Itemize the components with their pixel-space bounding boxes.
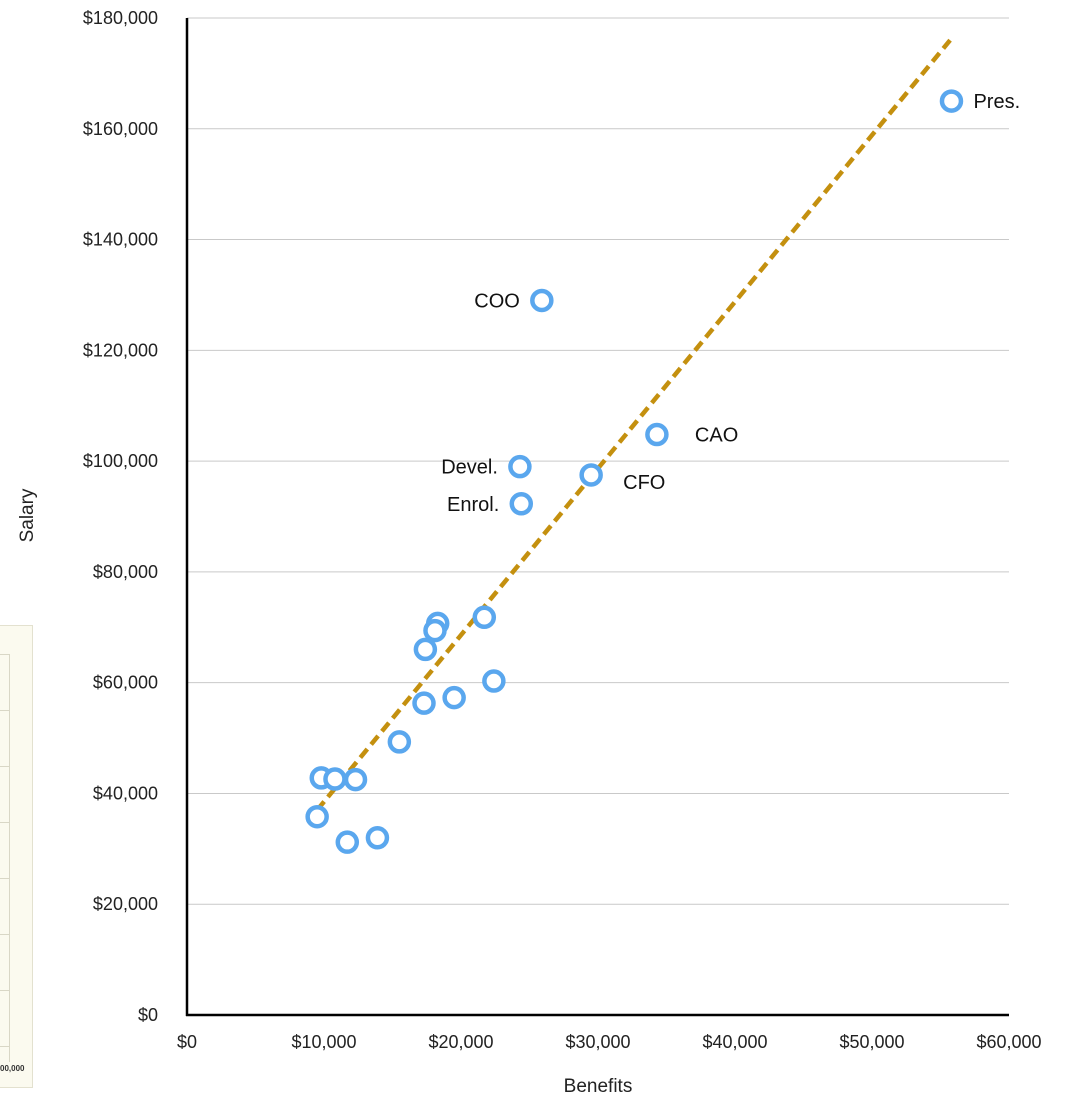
y-tick-label: $120,000 <box>83 340 158 360</box>
gridline <box>0 934 10 935</box>
y-axis-title: Salary <box>17 488 38 542</box>
background-chart-fragment: 00,000 <box>0 625 33 1088</box>
y-tick-label: $100,000 <box>83 451 158 471</box>
data-point <box>939 89 964 113</box>
gridline <box>0 822 10 823</box>
y-tick-label: $180,000 <box>83 8 158 28</box>
x-tick-label: $20,000 <box>428 1032 493 1052</box>
trendline <box>315 38 952 812</box>
data-point <box>579 463 603 487</box>
data-point <box>482 669 506 693</box>
y-tick-label: $20,000 <box>93 894 158 914</box>
gridline <box>0 654 10 655</box>
point-label: Enrol. <box>447 494 499 516</box>
x-tick-label: $10,000 <box>291 1032 356 1052</box>
data-point <box>412 691 436 715</box>
point-label: Devel. <box>441 457 498 479</box>
x-tick-label: $30,000 <box>565 1032 630 1052</box>
x-axis-title: Benefits <box>564 1076 633 1097</box>
y-tick-label: $80,000 <box>93 562 158 582</box>
data-point <box>508 454 532 479</box>
point-label: Pres. <box>973 91 1020 113</box>
data-point <box>413 637 438 662</box>
x-tick-label: $60,000 <box>976 1032 1041 1052</box>
x-tick-label: $40,000 <box>702 1032 767 1052</box>
y-tick-label: $40,000 <box>93 783 158 803</box>
x-tick-label: $0 <box>177 1032 197 1052</box>
data-point <box>323 767 347 791</box>
data-point <box>305 804 329 829</box>
data-points <box>305 89 964 854</box>
data-point <box>343 767 368 792</box>
x-tick-label: $50,000 <box>839 1032 904 1052</box>
gridline <box>0 878 10 879</box>
ghost-tick-label: 00,000 <box>0 1064 25 1073</box>
data-point <box>365 826 390 850</box>
y-tick-label: $60,000 <box>93 673 158 693</box>
y-tick-labels: $0 $20,000 $40,000 $60,000 $80,000 $100,000 $1… <box>83 8 158 1025</box>
point-label: CAO <box>695 425 738 447</box>
data-point <box>335 830 360 854</box>
data-point <box>509 492 534 516</box>
data-point <box>472 605 497 630</box>
point-label: COO <box>474 290 520 312</box>
axis-line <box>9 654 10 1062</box>
x-tick-labels: $0 $10,000 $20,000 $30,000 $40,000 $50,000 $60… <box>177 1032 1042 1052</box>
point-label: CFO <box>623 472 665 494</box>
y-tick-label: $140,000 <box>83 230 158 250</box>
y-tick-label: $160,000 <box>83 119 158 139</box>
data-point <box>645 422 669 447</box>
gridline <box>0 766 10 767</box>
gridlines <box>187 17 1009 905</box>
axes <box>185 18 1009 1017</box>
point-labels: Pres. COO CAO CFO Devel. Enrol. <box>441 91 1020 516</box>
data-point <box>387 730 412 754</box>
data-point <box>442 685 466 710</box>
y-tick-label: $0 <box>138 1005 158 1025</box>
gridline <box>0 710 10 711</box>
gridline <box>0 990 10 991</box>
gridline <box>0 1046 10 1047</box>
data-point <box>530 288 554 313</box>
data-point <box>423 618 447 643</box>
